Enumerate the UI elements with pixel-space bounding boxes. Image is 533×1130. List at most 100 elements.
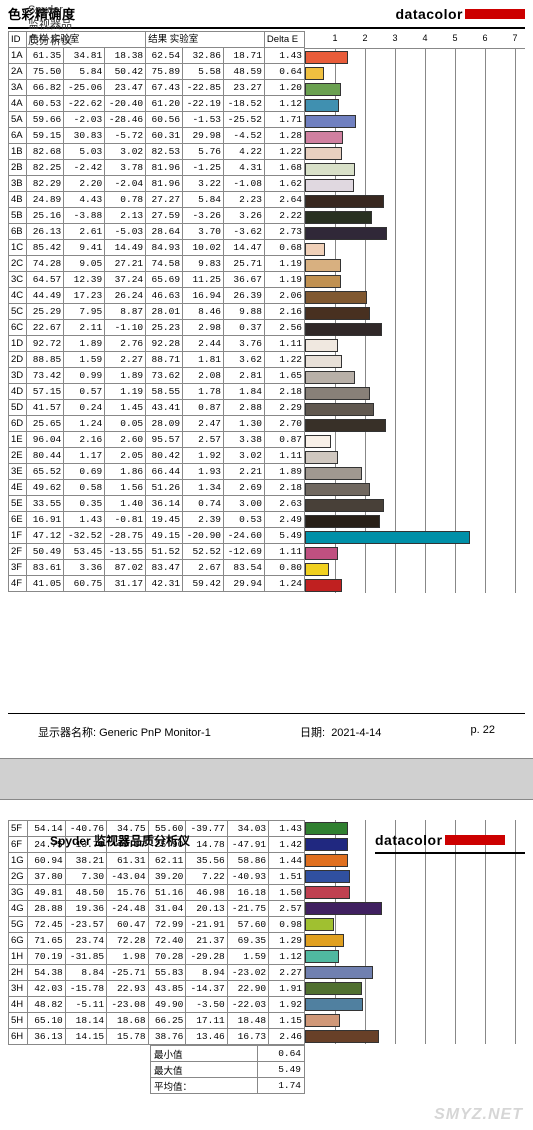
delta-bar [305,259,341,272]
bar-row [305,273,525,289]
brand-bar-icon [465,9,525,19]
table-row: 4B24.894.430.7827.275.842.232.64 [9,192,305,208]
bar-row [305,321,525,337]
page-1: 色彩精确度 Spyder 监视器品质分析仪 datacolor ID色样 实验室… [0,0,533,758]
delta-bar [305,179,354,192]
delta-bar [305,195,384,208]
brand-logo-2: datacolor [375,832,525,854]
delta-bar [305,403,374,416]
date-info: 日期: 2021-4-14 [300,724,381,740]
table-row: 1D92.721.892.7692.282.443.761.11 [9,336,305,352]
table-row: 5H65.1018.1418.6866.2517.1118.481.15 [9,1013,305,1029]
table-row: 1H70.19-31.851.9870.28-29.281.591.12 [9,949,305,965]
bar-row [305,305,525,321]
delta-bar [305,435,331,448]
bar-row [305,417,525,433]
table-row: 1G60.9438.2161.3162.1135.5658.861.44 [9,853,305,869]
table-row: 2B82.25-2.423.7881.96-1.254.311.68 [9,160,305,176]
page-footer: 显示器名称: Generic PnP Monitor-1 日期: 2021-4-… [8,713,525,750]
bar-row [305,577,525,593]
delta-bar [305,563,329,576]
brand-bar-icon [445,835,505,845]
delta-bar [305,131,343,144]
table-row: 2C74.289.0527.2174.589.8325.711.19 [9,256,305,272]
bar-row [305,49,525,65]
bar-row [305,561,525,577]
bar-row [305,465,525,481]
table-row: 1F47.12-32.52-28.7549.15-20.90-24.605.49 [9,528,305,544]
bar-row [305,932,525,948]
table-row: 6H36.1314.1515.7838.7613.4616.732.46 [9,1029,305,1045]
table-row: 3F83.613.3687.0283.472.6783.540.80 [9,560,305,576]
bar-row [305,852,525,868]
table-row: 4H48.82-5.11-23.0849.90-3.50-22.031.92 [9,997,305,1013]
bar-row [305,353,525,369]
table-row: 6C22.672.11-1.1025.232.980.372.56 [9,320,305,336]
col-deltae: Delta E [264,32,304,48]
delta-bar [305,419,386,432]
bar-row [305,337,525,353]
table-row: 3H42.03-15.7822.9343.85-14.3722.901.91 [9,981,305,997]
delta-bar [305,451,338,464]
delta-bar [305,291,367,304]
table-row: 6A59.1530.83-5.7260.3129.98-4.521.28 [9,128,305,144]
bar-row [305,1028,525,1044]
bar-row [305,241,525,257]
delta-bar [305,822,348,835]
delta-bar [305,1030,379,1043]
data-table-1: ID色样 实验室结果 实验室Delta E1A61.3534.8118.3862… [8,31,305,592]
table-row: 6B26.132.61-5.0328.643.70-3.622.73 [9,224,305,240]
delta-bar [305,982,362,995]
bar-row [305,193,525,209]
bar-row [305,545,525,561]
bar-row [305,529,525,545]
bar-row [305,145,525,161]
table-row: 4G28.8819.36-24.4831.0420.13-21.752.57 [9,901,305,917]
table-row: 5G72.45-23.5760.4772.99-21.9157.600.98 [9,917,305,933]
table-row: 5D41.570.241.4543.410.872.882.29 [9,400,305,416]
delta-bar [305,886,350,899]
delta-bar [305,902,382,915]
col-id: ID [9,32,27,48]
bar-row [305,65,525,81]
data-table-2: 5F54.14-40.7634.7555.60-39.7734.031.436F… [8,820,305,1045]
header: 色彩精确度 Spyder 监视器品质分析仪 datacolor [8,4,525,29]
delta-bar [305,275,341,288]
bar-row [305,161,525,177]
delta-bar [305,387,370,400]
delta-bar [305,1014,340,1027]
table-row: 3G49.8148.5015.7651.1646.9816.181.50 [9,885,305,901]
bar-row [305,113,525,129]
delta-bar [305,483,370,496]
bar-row [305,129,525,145]
delta-bar [305,870,350,883]
delta-bar [305,934,344,947]
bar-row [305,513,525,529]
table-row: 4C44.4917.2326.2446.6316.9426.392.06 [9,288,305,304]
delta-bar [305,163,355,176]
table-row: 2A75.505.8450.4275.895.5848.590.64 [9,64,305,80]
page-gap [0,758,533,800]
delta-bar [305,99,339,112]
table-row: 4E49.620.581.5651.261.342.692.18 [9,480,305,496]
bar-row [305,81,525,97]
table-row: 2D88.851.592.2788.711.813.621.22 [9,352,305,368]
delta-bar [305,499,384,512]
table-row: 4D57.150.571.1958.551.781.842.18 [9,384,305,400]
monitor-info: 显示器名称: Generic PnP Monitor-1 [38,724,211,740]
delta-bar [305,211,372,224]
delta-bar [305,243,325,256]
col-result: 结果 实验室 [146,32,265,48]
bar-row [305,916,525,932]
bar-row [305,449,525,465]
watermark: SMYZ.NET [434,1106,523,1124]
delta-bar [305,355,342,368]
delta-bar [305,854,348,867]
table-row: 5C25.297.958.8728.018.469.882.16 [9,304,305,320]
table-row: 1C85.429.4114.4984.9310.0214.470.68 [9,240,305,256]
table-row: 3B82.292.20-2.0481.963.22-1.081.62 [9,176,305,192]
table-row: 6E16.911.43-0.8119.452.390.532.49 [9,512,305,528]
bar-row [305,948,525,964]
delta-bar [305,950,339,963]
table-row: 1B82.685.033.0282.535.764.221.22 [9,144,305,160]
